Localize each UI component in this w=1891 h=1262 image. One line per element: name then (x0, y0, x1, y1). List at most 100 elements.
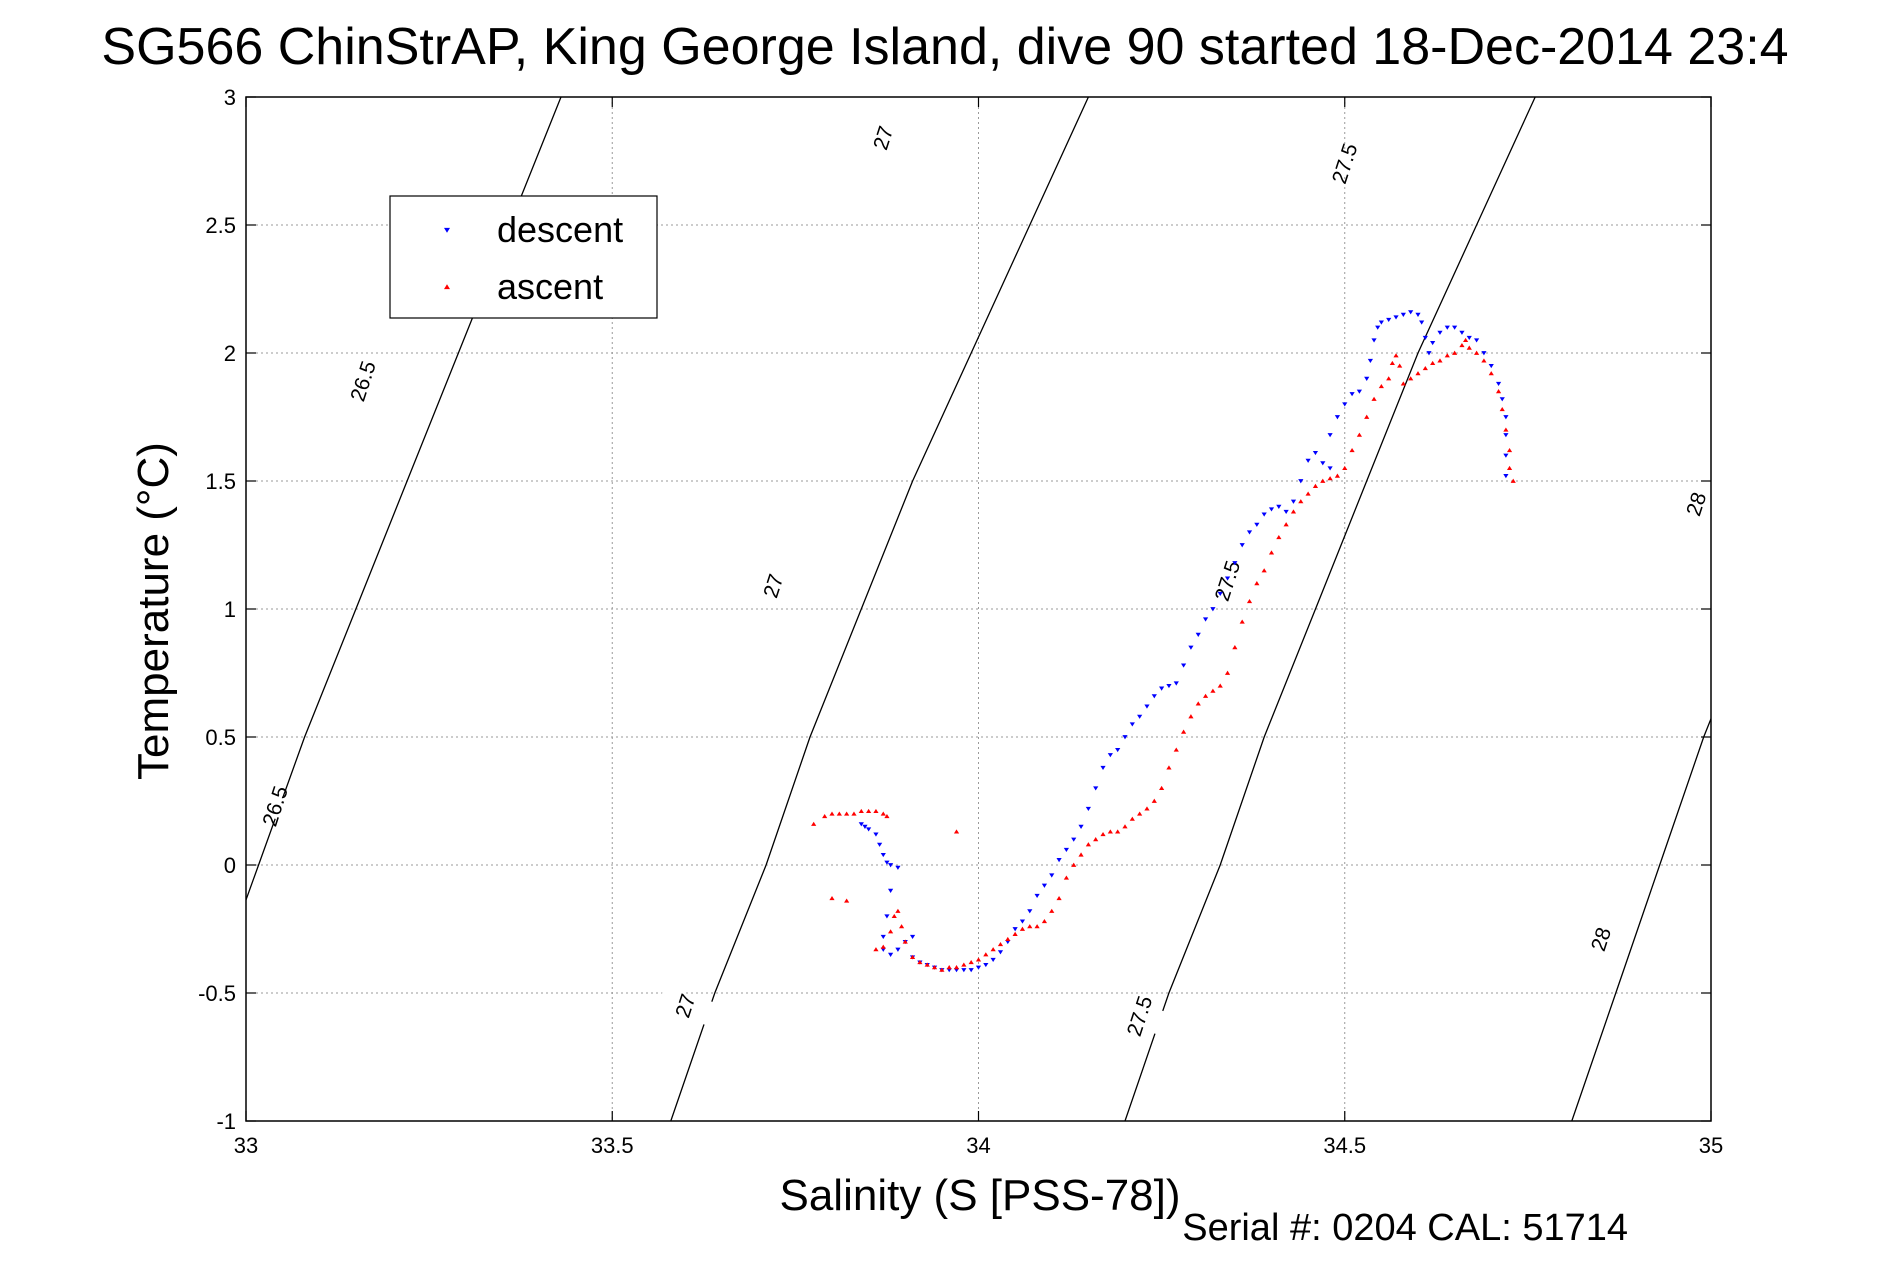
descent-point (1056, 858, 1062, 863)
descent-point (1364, 376, 1370, 381)
ascent-point (1466, 345, 1472, 350)
ascent-point (990, 947, 996, 952)
descent-point (895, 947, 901, 952)
ascent-point (1144, 806, 1150, 811)
ascent-point (1389, 360, 1395, 366)
y-tick-label: 2 (224, 341, 236, 366)
data-points (811, 310, 1516, 973)
ascent-point (1041, 918, 1048, 924)
ascent-point (1210, 688, 1216, 693)
descent-point (1327, 433, 1333, 438)
ascent-point (939, 967, 945, 972)
descent-point (1503, 433, 1509, 438)
descent-point (1430, 340, 1436, 346)
ascent-point (1371, 396, 1377, 401)
descent-point (1349, 392, 1355, 397)
ascent-point (1012, 931, 1018, 936)
grid-lines (246, 97, 1711, 1121)
descent-point (1459, 330, 1465, 335)
legend-marker-icon (444, 284, 450, 290)
density-contour-27.5 (1124, 97, 1536, 1121)
ascent-point (909, 954, 916, 959)
descent-point (1488, 363, 1494, 369)
ascent-point (1151, 798, 1157, 803)
descent-point (1290, 499, 1297, 504)
ascent-point (1481, 358, 1487, 363)
y-axis-label: Temperature (°C) (129, 442, 178, 780)
descent-point (1305, 458, 1311, 463)
ascent-point (1063, 875, 1069, 880)
descent-point (1202, 617, 1209, 622)
descent-point (1217, 591, 1223, 596)
ascent-point (1506, 465, 1513, 471)
ascent-point (829, 895, 835, 901)
descent-point (1071, 837, 1077, 842)
contour-label-backdrop (1316, 144, 1374, 184)
y-tick-label: 2.5 (205, 213, 236, 238)
descent-point (1499, 397, 1505, 402)
density-contour-28 (1571, 717, 1711, 1121)
ascent-point (844, 898, 850, 903)
ascent-point (891, 913, 897, 919)
ascent-point (946, 965, 952, 970)
descent-point (1426, 351, 1432, 356)
y-tick-label: 1 (224, 597, 236, 622)
descent-point (983, 963, 989, 968)
ascent-point (1129, 816, 1135, 821)
contour-label-backdrop (657, 986, 714, 1026)
descent-point (888, 863, 894, 868)
ascent-point (1137, 811, 1143, 816)
ascent-point (1085, 842, 1091, 847)
descent-point (1144, 704, 1150, 709)
ascent-point (1078, 852, 1084, 857)
ascent-point (895, 908, 901, 913)
ascent-point (1261, 568, 1267, 573)
descent-point (961, 968, 967, 973)
ascent-point (1100, 831, 1106, 837)
ascent-point (924, 962, 930, 967)
ascent-point (931, 965, 938, 970)
ascent-point (1239, 619, 1245, 624)
ascent-point (1463, 337, 1469, 343)
ascent-point (1019, 926, 1026, 931)
contour-label-backdrop (1111, 996, 1169, 1036)
descent-point (1210, 607, 1216, 612)
descent-point (1386, 317, 1392, 323)
contour-label-backdrop (1572, 919, 1630, 959)
descent-point (1283, 509, 1289, 515)
axis-ticks: 33 33.5 34 34.5 35 -1 -0.5 0 0.5 1 1.5 2 2.5 3 (198, 85, 1723, 1158)
ascent-point (1107, 829, 1113, 834)
descent-point (1474, 338, 1480, 343)
descent-point (877, 842, 883, 847)
ascent-point (1195, 701, 1201, 706)
ascent-point (1327, 476, 1333, 481)
descent-point (1019, 919, 1026, 924)
descent-point (1107, 753, 1113, 758)
contour-label-backdrop (854, 118, 912, 158)
ascent-point (1305, 491, 1311, 496)
ascent-point (1115, 829, 1121, 834)
ascent-point (917, 959, 923, 965)
descent-point (1261, 512, 1267, 517)
ascent-point (1188, 714, 1194, 719)
descent-point (1100, 765, 1106, 771)
descent-point (1481, 351, 1487, 356)
descent-point (1063, 847, 1069, 852)
descent-point (1444, 325, 1450, 330)
ascent-point (1093, 837, 1099, 842)
descent-point (1312, 451, 1319, 456)
descent-point (1137, 714, 1143, 719)
ascent-point (1005, 936, 1011, 942)
descent-point (895, 865, 901, 870)
descent-point (1173, 681, 1179, 686)
descent-point (997, 950, 1004, 955)
ascent-point (858, 808, 864, 814)
ascent-point (880, 811, 886, 816)
descent-point (968, 968, 974, 973)
descent-point (975, 965, 982, 970)
ascent-point (1034, 924, 1040, 929)
descent-point (873, 832, 879, 837)
ascent-point (1071, 862, 1077, 867)
descent-point (880, 934, 886, 940)
